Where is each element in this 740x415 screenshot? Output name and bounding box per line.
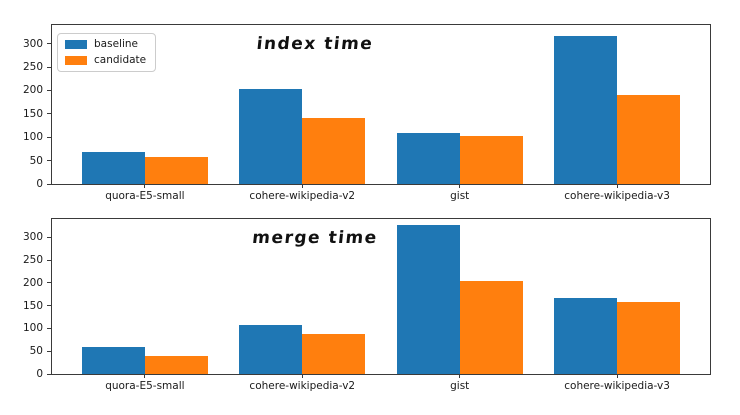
bar-candidate-cohere-wikipedia-v3 bbox=[617, 95, 681, 184]
y-tick-label: 150 bbox=[22, 107, 43, 120]
bar-candidate-quora-E5-small bbox=[144, 157, 208, 184]
y-tick-mark bbox=[47, 236, 51, 238]
legend-item-candidate: candidate bbox=[65, 55, 146, 66]
bar-candidate-cohere-wikipedia-v3 bbox=[617, 301, 681, 374]
y-tick-mark bbox=[47, 282, 51, 284]
x-tick-label: cohere-wikipedia-v3 bbox=[564, 380, 670, 392]
y-tick-mark bbox=[47, 373, 51, 375]
y-tick-label: 0 bbox=[36, 178, 43, 190]
y-tick-mark bbox=[47, 136, 51, 138]
y-tick-label: 0 bbox=[36, 368, 43, 380]
x-tick-mark bbox=[301, 184, 303, 188]
x-tick-mark bbox=[616, 184, 618, 188]
x-tick-mark bbox=[459, 374, 461, 378]
bar-baseline-quora-E5-small bbox=[81, 347, 145, 374]
axes-index-time: index time baseline candidate 0 50 100 150 2… bbox=[23, 24, 711, 202]
x-tick-label: cohere-wikipedia-v2 bbox=[249, 190, 356, 202]
y-tick-mark bbox=[47, 183, 51, 185]
y-tick-label: 250 bbox=[22, 61, 43, 74]
y-tick-mark bbox=[47, 259, 51, 261]
y-tick-label: 200 bbox=[22, 84, 43, 97]
bar-baseline-quora-E5-small bbox=[81, 151, 145, 184]
legend-label-baseline: baseline bbox=[94, 38, 138, 50]
x-tick-mark bbox=[459, 184, 461, 188]
x-tick-mark bbox=[144, 374, 146, 378]
y-tick-label: 150 bbox=[22, 299, 43, 312]
y-tick-label: 250 bbox=[22, 254, 43, 267]
y-tick-label: 100 bbox=[22, 322, 43, 335]
bar-candidate-gist bbox=[459, 135, 523, 184]
x-tick-label: gist bbox=[450, 380, 470, 392]
bar-candidate-quora-E5-small bbox=[144, 356, 208, 374]
y-tick-mark bbox=[47, 305, 51, 307]
x-tick-label: gist bbox=[450, 190, 470, 202]
y-tick-label: 50 bbox=[29, 154, 43, 167]
y-tick-mark bbox=[47, 89, 51, 91]
y-tick-label: 50 bbox=[29, 345, 43, 358]
y-tick-label: 300 bbox=[22, 231, 43, 244]
bar-candidate-gist bbox=[459, 281, 523, 374]
bar-baseline-gist bbox=[396, 132, 460, 184]
legend-label-candidate: candidate bbox=[94, 54, 147, 66]
legend-item-baseline: baseline bbox=[65, 39, 146, 50]
plot-area-merge-time: 0 50 100 150 200 250 300 quora-E5-small cohere-w… bbox=[23, 219, 710, 392]
y-tick-mark bbox=[47, 66, 51, 68]
axes-merge-time: merge time 0 50 100 150 200 250 300 quora-E5-sm… bbox=[23, 218, 711, 392]
y-tick-mark bbox=[47, 327, 51, 329]
y-tick-mark bbox=[47, 43, 51, 45]
plot-area-index-time: 0 50 100 150 200 250 300 quora-E5-small cohere-w… bbox=[23, 25, 710, 202]
y-tick-label: 200 bbox=[22, 276, 43, 289]
legend: baseline candidate bbox=[57, 33, 157, 72]
bar-baseline-cohere-wikipedia-v3 bbox=[554, 297, 618, 374]
x-tick-mark bbox=[144, 184, 146, 188]
bar-baseline-cohere-wikipedia-v2 bbox=[239, 324, 303, 374]
bar-baseline-cohere-wikipedia-v2 bbox=[239, 89, 303, 184]
x-tick-mark bbox=[616, 374, 618, 378]
x-tick-label: cohere-wikipedia-v2 bbox=[249, 380, 356, 392]
legend-swatch-baseline-icon bbox=[65, 40, 87, 49]
x-tick-label: cohere-wikipedia-v3 bbox=[564, 190, 670, 202]
y-tick-mark bbox=[47, 160, 51, 162]
bar-candidate-cohere-wikipedia-v2 bbox=[302, 334, 366, 374]
bar-candidate-cohere-wikipedia-v2 bbox=[302, 118, 366, 184]
y-tick-label: 100 bbox=[22, 131, 43, 144]
y-tick-mark bbox=[47, 350, 51, 352]
x-tick-label: quora-E5-small bbox=[105, 190, 185, 202]
bar-baseline-cohere-wikipedia-v3 bbox=[554, 36, 618, 184]
x-tick-label: quora-E5-small bbox=[105, 380, 185, 392]
legend-swatch-candidate-icon bbox=[65, 56, 87, 65]
y-tick-label: 300 bbox=[22, 37, 43, 50]
x-tick-mark bbox=[301, 374, 303, 378]
y-tick-mark bbox=[47, 113, 51, 115]
bar-baseline-gist bbox=[396, 224, 460, 374]
